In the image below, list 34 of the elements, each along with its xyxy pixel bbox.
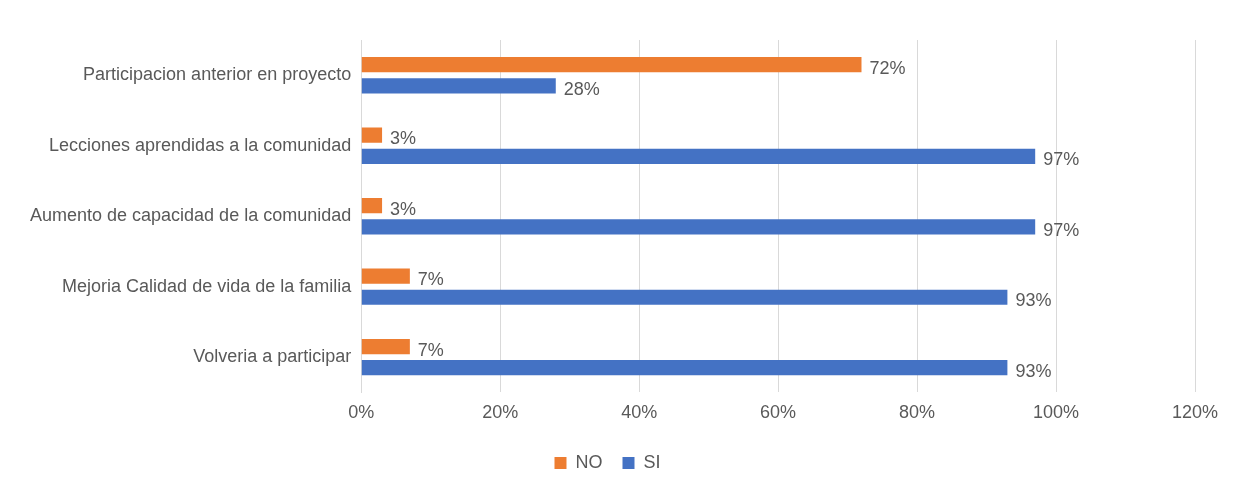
data-label: 3% (390, 198, 417, 219)
y-tick-label: Lecciones aprendidas a la comunidad (49, 134, 352, 155)
x-tick-label: 80% (899, 402, 936, 423)
data-label: 93% (1015, 290, 1052, 311)
data-label: 72% (869, 57, 906, 78)
bar (361, 360, 1008, 376)
bar (361, 148, 1036, 164)
x-tick-label: 60% (760, 402, 797, 423)
legend-label: SI (643, 451, 661, 472)
bar (361, 198, 383, 214)
y-tick-label: Aumento de capacidad de la comunidad (29, 205, 352, 226)
x-tick-label: 120% (1171, 402, 1219, 423)
y-tick-label: Mejoria Calidad de vida de la familia (62, 275, 353, 296)
x-tick-label: 20% (482, 402, 519, 423)
bar (361, 127, 383, 143)
y-tick-label: Volveria a participar (193, 346, 352, 367)
y-tick-label: Participacion anterior en proyecto (83, 64, 352, 85)
legend-label: NO (575, 451, 603, 472)
bar (361, 268, 410, 284)
data-label: 3% (390, 128, 417, 149)
bar (361, 57, 862, 73)
data-label: 28% (563, 78, 600, 99)
data-label: 97% (1043, 219, 1080, 240)
data-label: 97% (1043, 149, 1080, 170)
x-tick-label: 100% (1033, 402, 1080, 423)
bar (361, 338, 410, 355)
data-label: 7% (417, 269, 444, 290)
bar (361, 219, 1036, 235)
data-label: 93% (1015, 360, 1052, 381)
data-label: 7% (417, 339, 444, 360)
bar (361, 78, 556, 94)
x-tick-label: 40% (621, 402, 658, 423)
x-tick-label: 0% (348, 402, 375, 423)
bar (361, 289, 1008, 305)
